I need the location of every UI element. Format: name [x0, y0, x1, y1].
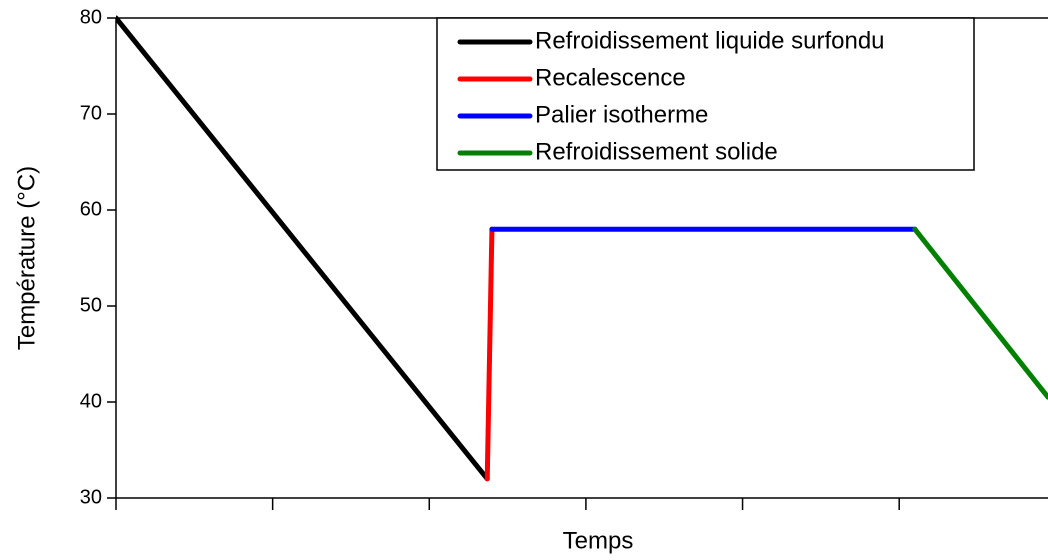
legend-label: Refroidissement solide: [535, 138, 778, 165]
legend-label: Palier isotherme: [535, 101, 708, 128]
plot-area: [116, 15, 1048, 482]
y-tick-label: 30: [80, 486, 102, 508]
legend-box: [436, 17, 975, 171]
series-line: [116, 15, 490, 482]
series-line: [484, 226, 495, 482]
y-tick-label: 70: [80, 102, 102, 124]
y-tick-label: 80: [80, 6, 102, 28]
legend-label: Refroidissement liquide surfondu: [535, 27, 885, 54]
y-tick-label: 40: [80, 390, 102, 412]
legend-label: Recalescence: [535, 64, 686, 91]
y-axis-title: Température (°C): [13, 166, 40, 350]
series-line: [912, 226, 1048, 400]
x-axis-title: Temps: [563, 527, 634, 554]
legend: Refroidissement liquide surfondu Recalesc…: [436, 17, 975, 171]
y-tick-label: 60: [80, 198, 102, 220]
y-tick-label: 50: [80, 294, 102, 316]
